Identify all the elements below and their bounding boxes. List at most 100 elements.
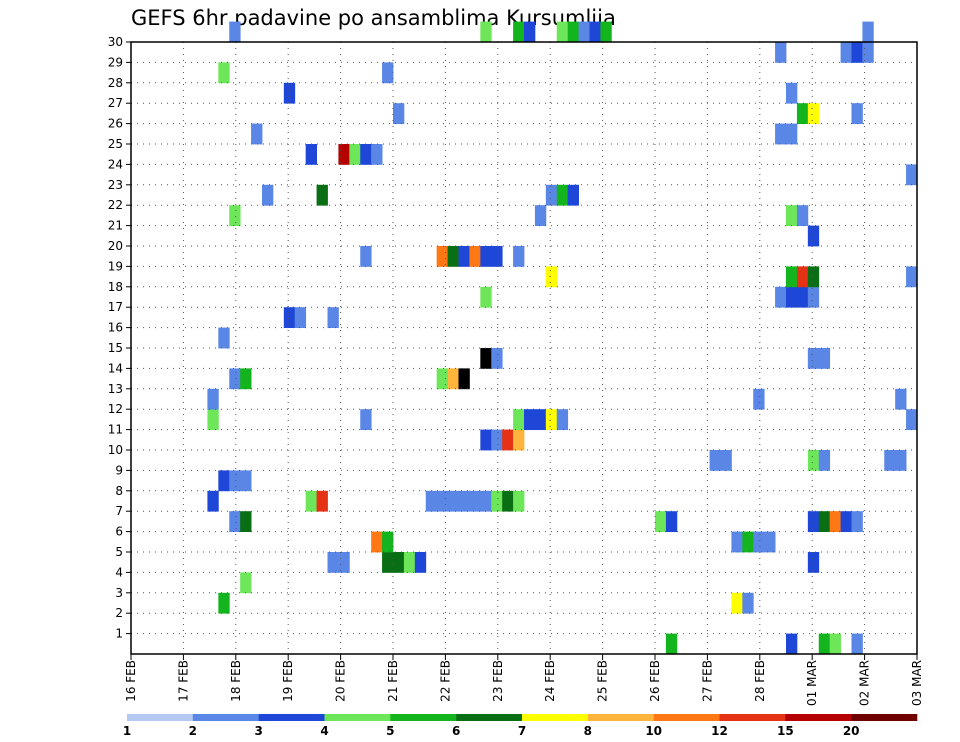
- precip-cell: [207, 409, 219, 430]
- colorbar-label: 8: [584, 724, 592, 738]
- colorbar: 1 2 3 4 5 6 7 8 10 12 15 20: [123, 714, 918, 738]
- precip-cell: [251, 123, 263, 145]
- precip-cell: [786, 205, 798, 226]
- precip-cell: [545, 266, 558, 288]
- precip-cell: [403, 552, 416, 573]
- precip-cell: [534, 409, 547, 430]
- precip-cell: [207, 490, 219, 512]
- y-tick-label: 3: [115, 586, 123, 600]
- precip-cell: [775, 42, 787, 63]
- precip-cell: [513, 21, 525, 43]
- precip-cell: [491, 490, 503, 512]
- colorbar-label: 3: [254, 724, 262, 738]
- precip-cell: [840, 42, 852, 63]
- precip-cell: [414, 552, 427, 573]
- precip-cell: [502, 490, 514, 512]
- y-tick-label: 18: [108, 280, 123, 294]
- x-tick-label: 03 MAR: [910, 660, 924, 706]
- colorbar-swatch: [719, 714, 786, 721]
- y-tick-label: 19: [108, 259, 123, 273]
- precip-cell: [829, 633, 841, 655]
- precip-cell: [665, 633, 678, 655]
- precip-cell: [753, 388, 765, 410]
- precip-cell: [513, 246, 525, 267]
- y-tick-label: 11: [108, 423, 123, 437]
- precip-cell: [480, 429, 492, 451]
- precip-cell: [480, 348, 492, 369]
- precip-cell: [906, 409, 918, 430]
- precip-cell: [807, 286, 820, 308]
- colorbar-label: 20: [843, 724, 860, 738]
- precip-cell: [327, 307, 339, 328]
- y-tick-label: 22: [108, 198, 123, 212]
- precip-cell: [742, 531, 754, 553]
- precip-cell: [807, 552, 820, 573]
- precip-cell: [851, 511, 863, 532]
- colorbar-swatch: [127, 714, 194, 721]
- precip-cell: [829, 511, 841, 532]
- precip-cell: [360, 144, 372, 165]
- precip-cell: [513, 490, 525, 512]
- precip-cell: [218, 592, 230, 614]
- precip-cell: [567, 184, 579, 206]
- precip-cell: [447, 368, 459, 390]
- precip-cell: [240, 368, 252, 390]
- y-tick-label: 12: [108, 402, 123, 416]
- precip-cell: [545, 409, 558, 430]
- precip-cell: [371, 531, 383, 553]
- y-tick-label: 9: [115, 463, 123, 477]
- precip-cell: [262, 184, 274, 206]
- colorbar-label: 4: [320, 724, 328, 738]
- precip-cell: [851, 633, 863, 655]
- x-tick-label: 18 FEB: [229, 660, 243, 702]
- x-tick-label: 21 FEB: [386, 660, 400, 702]
- precip-cell: [818, 348, 831, 369]
- precip-cell: [775, 123, 787, 145]
- colorbar-swatch: [258, 714, 325, 721]
- y-tick-label: 20: [108, 239, 123, 253]
- precip-cell: [436, 368, 448, 390]
- precip-cell: [731, 592, 743, 614]
- precip-cell: [764, 531, 776, 553]
- y-tick-label: 24: [108, 157, 123, 171]
- y-tick-label: 29: [108, 55, 123, 69]
- y-tick-label: 27: [108, 96, 123, 110]
- precip-cell: [229, 470, 241, 492]
- precip-cell: [338, 144, 350, 165]
- colorbar-label: 5: [386, 724, 394, 738]
- precip-cell: [524, 21, 536, 43]
- precip-cell: [382, 62, 394, 84]
- precip-cell: [458, 246, 470, 267]
- precip-cell: [283, 307, 296, 328]
- x-tick-label: 02 MAR: [858, 660, 872, 706]
- precip-cell: [796, 103, 809, 124]
- precip-cell: [851, 103, 863, 124]
- precip-cell: [513, 429, 525, 451]
- precip-cell: [556, 409, 569, 430]
- precip-cell: [218, 470, 230, 492]
- precip-cell: [491, 348, 503, 369]
- precip-cell: [480, 246, 492, 267]
- precip-cell: [807, 225, 820, 247]
- y-tick-label: 26: [108, 117, 123, 131]
- precip-cell: [480, 490, 492, 512]
- y-tick-label: 21: [108, 219, 123, 233]
- y-tick-label: 25: [108, 137, 123, 151]
- precip-cell: [753, 531, 765, 553]
- precip-cell: [731, 531, 743, 553]
- precip-cell: [796, 205, 809, 226]
- precip-cell: [371, 144, 383, 165]
- colorbar-swatch: [785, 714, 852, 721]
- colorbar-swatch: [390, 714, 457, 721]
- x-tick-label: 20 FEB: [334, 660, 348, 702]
- precip-cell: [283, 82, 296, 104]
- y-tick-label: 6: [115, 525, 123, 539]
- precip-cell: [458, 368, 470, 390]
- precip-cell: [786, 633, 798, 655]
- precip-cell: [240, 511, 252, 532]
- precip-cell: [720, 450, 732, 471]
- precip-cell: [818, 450, 831, 471]
- precip-cell: [840, 511, 852, 532]
- y-tick-label: 23: [108, 178, 123, 192]
- y-tick-label: 8: [115, 484, 123, 498]
